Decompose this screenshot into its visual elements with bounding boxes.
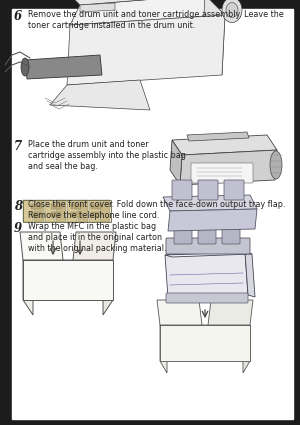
- Polygon shape: [67, 200, 77, 222]
- Polygon shape: [45, 200, 55, 222]
- Text: Wrap the MFC in the plastic bag
and place it in the original carton
with the ori: Wrap the MFC in the plastic bag and plac…: [28, 222, 167, 253]
- Polygon shape: [160, 325, 250, 337]
- FancyBboxPatch shape: [174, 226, 192, 244]
- Bar: [91, 212, 101, 217]
- FancyBboxPatch shape: [191, 163, 253, 183]
- Polygon shape: [65, 0, 205, 5]
- Polygon shape: [168, 209, 257, 231]
- Polygon shape: [172, 135, 277, 155]
- Ellipse shape: [21, 58, 29, 76]
- Polygon shape: [50, 80, 150, 110]
- Text: Remove the drum unit and toner cartridge assembly. Leave the
toner cartridge ins: Remove the drum unit and toner cartridge…: [28, 10, 284, 30]
- FancyBboxPatch shape: [198, 226, 216, 244]
- Polygon shape: [23, 260, 33, 315]
- Polygon shape: [160, 325, 250, 361]
- Polygon shape: [245, 252, 255, 297]
- Bar: [51, 204, 61, 209]
- Polygon shape: [23, 260, 113, 275]
- Ellipse shape: [226, 3, 238, 17]
- Bar: [31, 212, 41, 217]
- Polygon shape: [157, 300, 202, 325]
- Polygon shape: [170, 140, 182, 185]
- Ellipse shape: [270, 151, 282, 179]
- Polygon shape: [100, 200, 110, 222]
- Text: Close the front cover. Fold down the face-down output tray flap.
Remove the tele: Close the front cover. Fold down the fac…: [28, 200, 285, 220]
- Polygon shape: [23, 260, 113, 300]
- Polygon shape: [20, 232, 63, 260]
- FancyBboxPatch shape: [172, 180, 192, 200]
- Polygon shape: [165, 252, 248, 298]
- Polygon shape: [25, 55, 102, 79]
- Bar: [51, 212, 61, 217]
- Polygon shape: [34, 200, 44, 222]
- Text: 9: 9: [14, 222, 22, 235]
- Polygon shape: [73, 232, 116, 260]
- Polygon shape: [78, 200, 88, 222]
- Ellipse shape: [222, 0, 242, 23]
- Polygon shape: [208, 300, 253, 325]
- Bar: [23, 200, 111, 222]
- Text: 7: 7: [14, 140, 22, 153]
- Polygon shape: [243, 325, 250, 373]
- Bar: [91, 204, 101, 209]
- Text: Place the drum unit and toner
cartridge assembly into the plastic bag
and seal t: Place the drum unit and toner cartridge …: [28, 140, 186, 171]
- Polygon shape: [23, 200, 33, 222]
- Polygon shape: [187, 132, 249, 141]
- Polygon shape: [67, 15, 225, 85]
- Polygon shape: [202, 0, 225, 75]
- Polygon shape: [89, 200, 99, 222]
- Polygon shape: [56, 200, 66, 222]
- FancyBboxPatch shape: [166, 293, 248, 303]
- FancyBboxPatch shape: [166, 238, 250, 254]
- FancyBboxPatch shape: [198, 180, 218, 200]
- Polygon shape: [103, 260, 113, 315]
- Polygon shape: [165, 252, 252, 257]
- FancyBboxPatch shape: [224, 180, 244, 200]
- FancyBboxPatch shape: [222, 226, 240, 244]
- Polygon shape: [180, 150, 277, 185]
- Text: 6: 6: [14, 10, 22, 23]
- Bar: [71, 204, 81, 209]
- Polygon shape: [70, 0, 225, 25]
- Polygon shape: [80, 3, 115, 12]
- Polygon shape: [160, 325, 167, 373]
- Bar: [31, 204, 41, 209]
- Polygon shape: [163, 195, 257, 211]
- Bar: [71, 212, 81, 217]
- Text: 8: 8: [14, 200, 22, 213]
